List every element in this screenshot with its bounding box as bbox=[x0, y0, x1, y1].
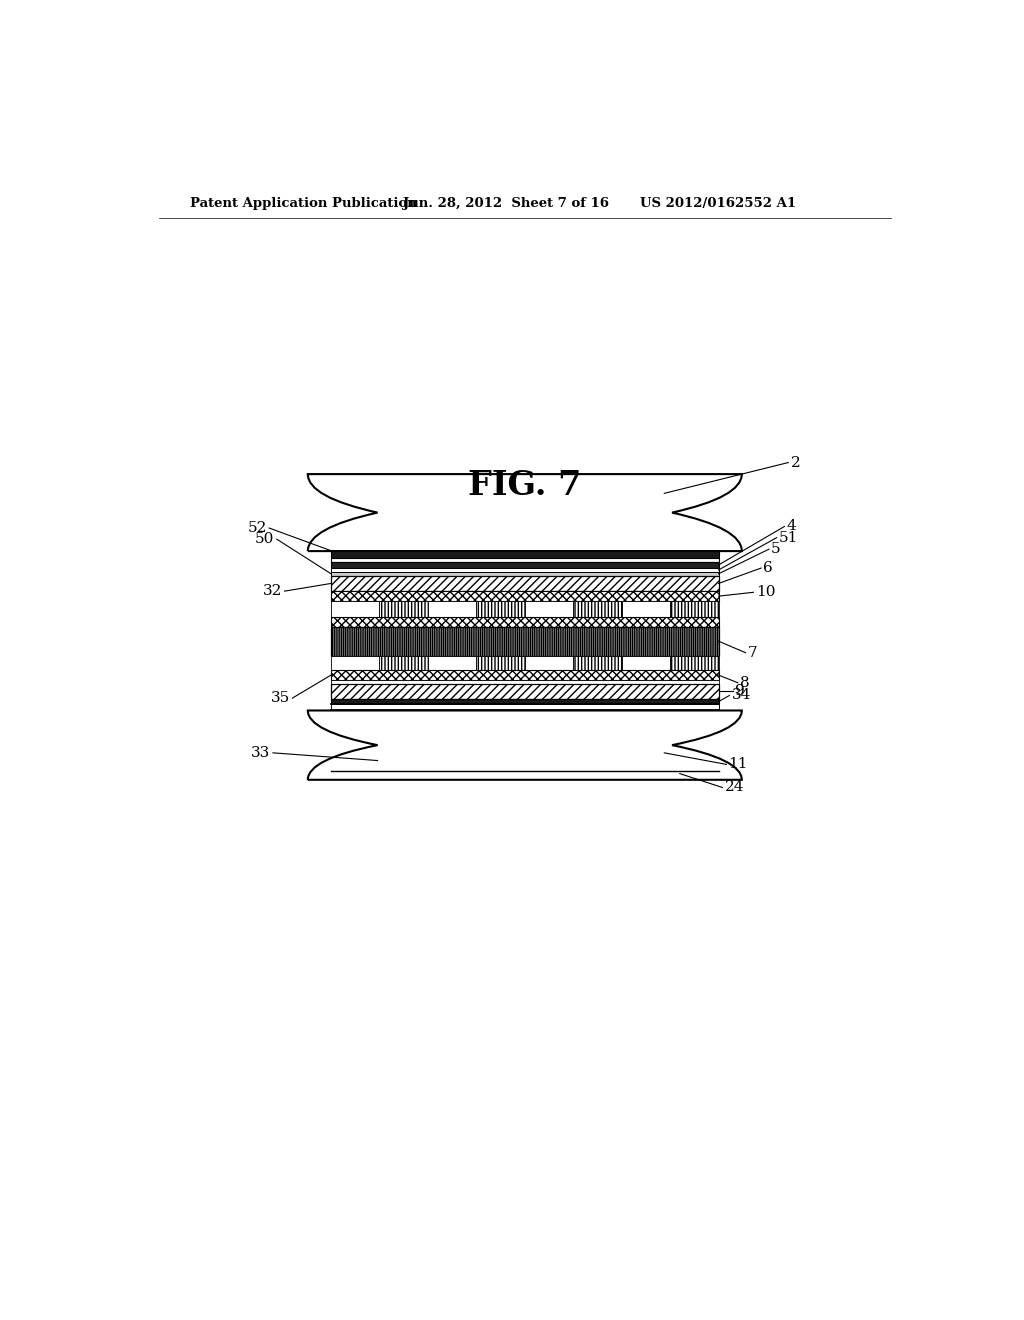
Text: Patent Application Publication: Patent Application Publication bbox=[190, 197, 417, 210]
Text: 50: 50 bbox=[255, 532, 274, 546]
Bar bbox=[331, 552, 719, 558]
Bar bbox=[331, 681, 719, 684]
Bar bbox=[331, 705, 719, 710]
Text: 33: 33 bbox=[251, 746, 270, 760]
Bar bbox=[670, 601, 719, 616]
PathPatch shape bbox=[308, 710, 741, 780]
Bar bbox=[573, 601, 622, 616]
Bar bbox=[331, 656, 380, 669]
Bar bbox=[331, 558, 719, 562]
Text: US 2012/0162552 A1: US 2012/0162552 A1 bbox=[640, 197, 796, 210]
Bar bbox=[524, 656, 573, 669]
Text: 52: 52 bbox=[248, 521, 266, 535]
Bar bbox=[331, 700, 719, 705]
Bar bbox=[670, 656, 719, 669]
Bar bbox=[476, 601, 524, 616]
Text: 34: 34 bbox=[732, 689, 751, 702]
Text: 10: 10 bbox=[756, 585, 775, 599]
Bar bbox=[331, 591, 719, 601]
Text: 35: 35 bbox=[270, 692, 290, 705]
Bar bbox=[380, 601, 428, 616]
Bar bbox=[622, 656, 670, 669]
PathPatch shape bbox=[308, 474, 741, 552]
Text: 32: 32 bbox=[263, 585, 283, 598]
Text: 51: 51 bbox=[779, 531, 799, 545]
Text: 9: 9 bbox=[735, 684, 744, 698]
Text: 7: 7 bbox=[748, 645, 758, 660]
Text: 4: 4 bbox=[786, 520, 797, 533]
Text: 6: 6 bbox=[764, 561, 773, 576]
Text: 8: 8 bbox=[740, 676, 750, 690]
Bar bbox=[331, 627, 719, 656]
Bar bbox=[331, 572, 719, 576]
Text: Jun. 28, 2012  Sheet 7 of 16: Jun. 28, 2012 Sheet 7 of 16 bbox=[403, 197, 609, 210]
Text: FIG. 7: FIG. 7 bbox=[468, 469, 582, 502]
Text: 5: 5 bbox=[771, 543, 781, 556]
Bar bbox=[331, 562, 719, 568]
Bar bbox=[573, 656, 622, 669]
Bar bbox=[428, 601, 476, 616]
Bar bbox=[428, 656, 476, 669]
Bar bbox=[622, 601, 670, 616]
Bar bbox=[524, 601, 573, 616]
Bar bbox=[331, 568, 719, 572]
Bar bbox=[476, 656, 524, 669]
Bar bbox=[331, 616, 719, 627]
Text: 24: 24 bbox=[725, 780, 744, 795]
Bar bbox=[380, 656, 428, 669]
Text: 2: 2 bbox=[791, 455, 801, 470]
Bar bbox=[331, 669, 719, 681]
Bar bbox=[331, 576, 719, 591]
Bar bbox=[331, 601, 380, 616]
Text: 11: 11 bbox=[729, 758, 749, 771]
Bar bbox=[331, 684, 719, 700]
